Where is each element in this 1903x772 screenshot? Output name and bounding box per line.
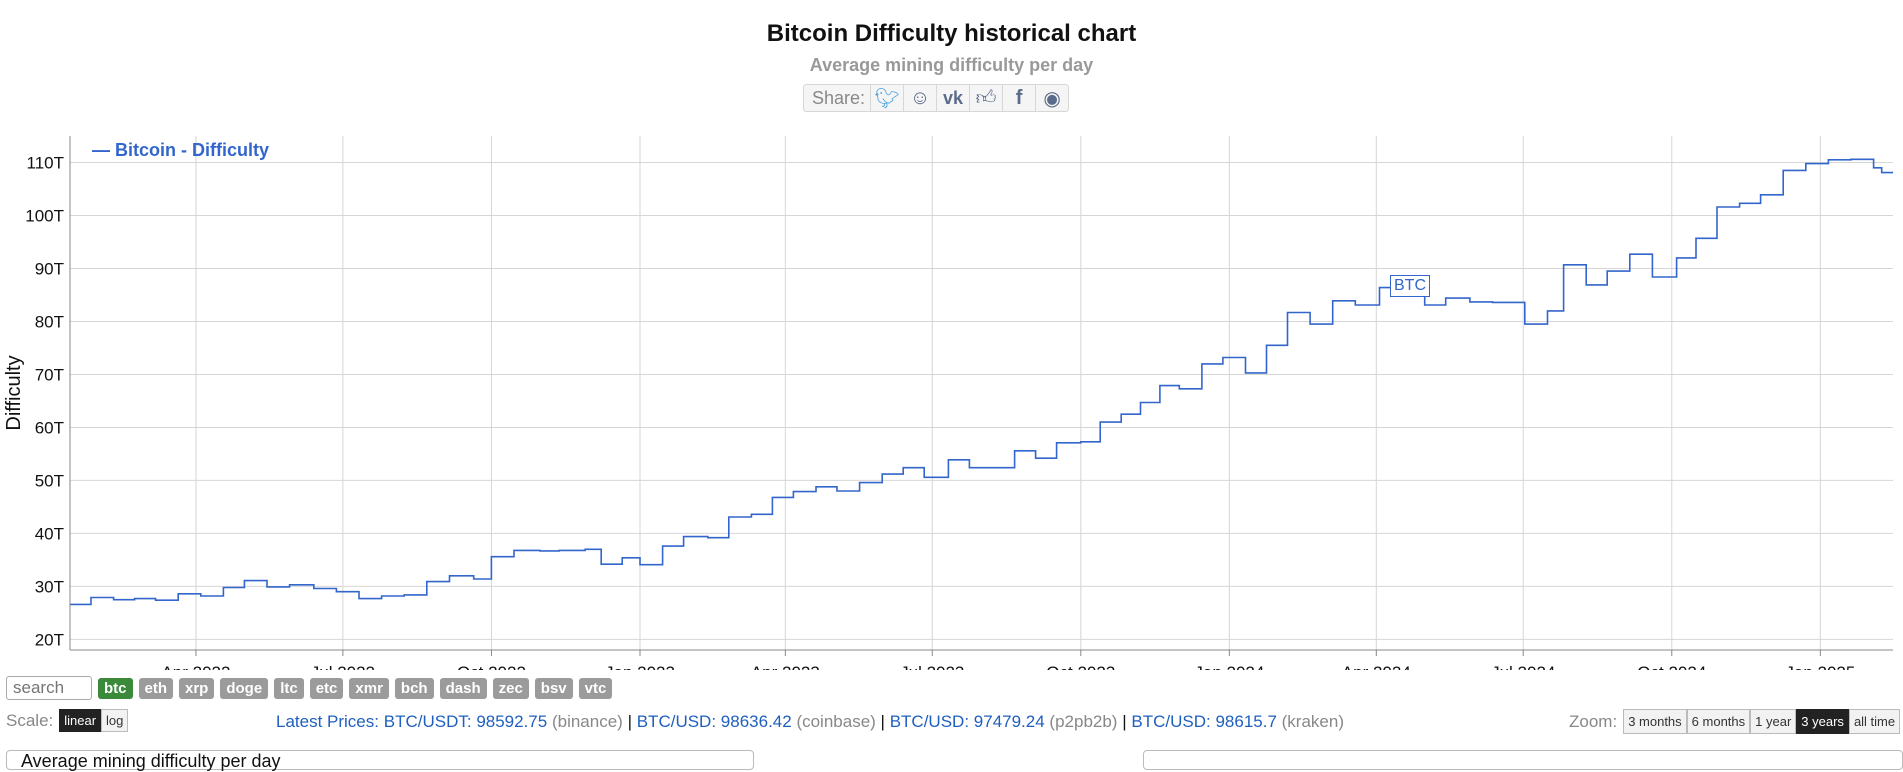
- price-value[interactable]: 97479.24: [973, 712, 1045, 731]
- reddit-icon[interactable]: ☺: [903, 85, 936, 111]
- price-pair[interactable]: BTC/USD:: [1131, 712, 1211, 731]
- price-value[interactable]: 98615.7: [1215, 712, 1277, 731]
- price-separator: |: [627, 712, 632, 731]
- description-box: Average mining difficulty per day: [6, 750, 754, 771]
- x-tick-label: Jan 2025: [1785, 663, 1855, 670]
- price-value[interactable]: 98636.42: [720, 712, 792, 731]
- series-line[interactable]: [70, 158, 1893, 606]
- scale-log-button[interactable]: log: [101, 709, 129, 732]
- series-layer: [70, 158, 1893, 606]
- y-tick-label: 90T: [35, 259, 64, 278]
- coin-zec-button[interactable]: zec: [492, 677, 529, 699]
- zoom-all-time-button[interactable]: all time: [1848, 709, 1901, 734]
- price-pair[interactable]: BTC/USD:: [636, 712, 717, 731]
- coin-etc-button[interactable]: etc: [309, 677, 344, 699]
- y-tick-label: 60T: [35, 418, 64, 437]
- coin-bsv-button[interactable]: bsv: [534, 677, 573, 699]
- x-tick-label: Apr 2023: [751, 663, 820, 670]
- like-icon[interactable]: 👍︎: [969, 85, 1002, 111]
- y-tick-label: 50T: [35, 471, 64, 490]
- coin-dash-button[interactable]: dash: [439, 677, 487, 699]
- x-tick-label: Apr 2022: [161, 663, 230, 670]
- zoom-label: Zoom:: [1569, 711, 1618, 731]
- y-tick-label: 80T: [35, 312, 64, 331]
- coin-eth-button[interactable]: eth: [138, 677, 173, 699]
- legend-item[interactable]: — Bitcoin - Difficulty: [92, 140, 269, 160]
- zoom-3-years-button[interactable]: 3 years: [1796, 709, 1849, 734]
- coin-bch-button[interactable]: bch: [394, 677, 434, 699]
- zoom-switch: Zoom: 3 months 6 months 1 year 3 years all t…: [1569, 709, 1901, 734]
- price-exchange: (coinbase): [796, 712, 876, 731]
- coin-ltc-button[interactable]: ltc: [274, 677, 304, 699]
- zoom-3-months-button[interactable]: 3 months: [1623, 709, 1687, 734]
- scale-label: Scale:: [6, 710, 54, 730]
- y-tick-label: 40T: [35, 524, 64, 543]
- x-tick-label: Jul 2024: [1491, 663, 1555, 670]
- zoom-1-year-button[interactable]: 1 year: [1750, 709, 1797, 734]
- scale-linear-button[interactable]: linear: [59, 709, 102, 732]
- price-exchange: (binance): [551, 712, 623, 731]
- y-tick-label: 110T: [27, 153, 65, 172]
- price-pair[interactable]: BTC/USD:: [889, 712, 970, 731]
- price-exchange: (p2pb2b): [1049, 712, 1118, 731]
- axes: 20T 30T 40T 50T 60T 70T 80T 90T 100T 110T Apr 2022…: [3, 136, 1893, 670]
- page-subtitle: Average mining difficulty per day: [809, 55, 1094, 75]
- coin-btc-button[interactable]: btc: [98, 677, 133, 699]
- weibo-icon[interactable]: ◉: [1035, 85, 1068, 111]
- prices-label: Latest Prices:: [276, 712, 379, 731]
- price-exchange: (kraken): [1281, 712, 1344, 731]
- y-tick-label: 20T: [35, 630, 64, 649]
- coin-xmr-button[interactable]: xmr: [349, 677, 389, 699]
- x-tick-label: Oct 2024: [1637, 663, 1706, 670]
- secondary-box[interactable]: [1143, 750, 1903, 770]
- latest-prices: Latest Prices: BTC/USDT: 98592.75 (binan…: [276, 712, 1344, 732]
- btc-event-flag[interactable]: BTC: [1390, 275, 1430, 297]
- x-tick-label: Apr 2024: [1342, 663, 1411, 670]
- price-separator: |: [880, 712, 885, 731]
- x-tick-label: Jul 2023: [900, 663, 964, 670]
- share-bar: Share: 🐦︎ ☺ vk 👍︎ f ◉: [803, 84, 1070, 112]
- facebook-icon[interactable]: f: [1002, 85, 1035, 111]
- price-separator: |: [1122, 712, 1127, 731]
- page-title: Bitcoin Difficulty historical chart: [766, 20, 1137, 47]
- x-tick-label: Oct 2023: [1046, 663, 1115, 670]
- twitter-icon[interactable]: 🐦︎: [870, 85, 903, 111]
- search-input[interactable]: [6, 676, 92, 700]
- x-tick-label: Jan 2024: [1194, 663, 1264, 670]
- y-axis-title: Difficulty: [3, 355, 25, 430]
- price-value[interactable]: 98592.75: [476, 712, 548, 731]
- y-tick-label: 30T: [35, 577, 64, 596]
- difficulty-chart[interactable]: 20T 30T 40T 50T 60T 70T 80T 90T 100T 110T Apr 2022…: [0, 130, 1903, 670]
- y-tick-label: 100T: [25, 206, 64, 225]
- zoom-6-months-button[interactable]: 6 months: [1686, 709, 1751, 734]
- x-tick-label: Oct 2022: [457, 663, 526, 670]
- x-tick-label: Jul 2022: [311, 663, 375, 670]
- grid: [70, 136, 1893, 650]
- share-label: Share:: [812, 87, 866, 108]
- coin-vtc-button[interactable]: vtc: [578, 677, 613, 699]
- x-tick-label: Jan 2023: [605, 663, 675, 670]
- vk-icon[interactable]: vk: [936, 85, 969, 111]
- scale-switch: Scale: linear log: [6, 709, 129, 732]
- coin-doge-button[interactable]: doge: [220, 677, 269, 699]
- price-pair[interactable]: BTC/USDT:: [383, 712, 472, 731]
- y-tick-label: 70T: [35, 365, 64, 384]
- coin-xrp-button[interactable]: xrp: [179, 677, 215, 699]
